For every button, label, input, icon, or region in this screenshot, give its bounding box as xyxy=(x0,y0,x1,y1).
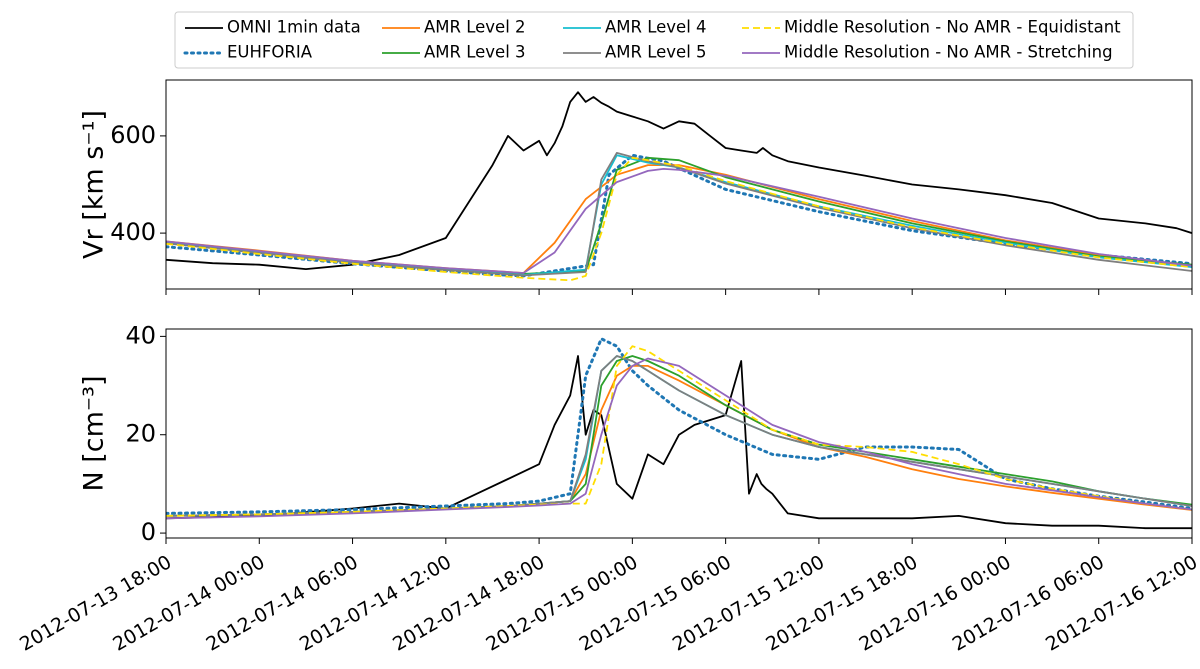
legend-label: Middle Resolution - No AMR - Stretching xyxy=(784,43,1113,62)
x-tick-label: 2012-07-14 18:00 xyxy=(389,551,548,656)
legend-label: OMNI 1min data xyxy=(227,18,361,37)
x-tick-label: 2012-07-14 00:00 xyxy=(109,551,268,656)
velocity-panel: 400 600 Vr [km s⁻¹] xyxy=(79,79,1193,295)
series-line-middle-resolution-no-amr-equidistant xyxy=(166,156,1192,282)
series-line-euhforia xyxy=(166,337,1192,515)
series-line-middle-resolution-no-amr-stretching xyxy=(166,357,1192,520)
legend-label: Middle Resolution - No AMR - Equidistant xyxy=(784,18,1121,37)
x-tick-label: 2012-07-15 06:00 xyxy=(576,551,735,656)
x-tick-label: 2012-07-16 12:00 xyxy=(1042,551,1200,656)
y-tick-label: 20 xyxy=(125,420,156,448)
y-tick-label: 0 xyxy=(141,518,156,546)
x-tick-label: 2012-07-15 18:00 xyxy=(762,551,921,656)
density-y-axis-label: N [cm⁻³] xyxy=(79,375,110,491)
x-tick-label: 2012-07-14 06:00 xyxy=(203,551,362,656)
legend: OMNI 1min data EUHFORIA AMR Level 2 AMR Lev… xyxy=(174,11,1134,69)
density-plot-frame xyxy=(165,328,1193,539)
y-tick-label: 40 xyxy=(125,321,156,349)
x-tick-label: 2012-07-13 18:00 xyxy=(16,551,175,656)
legend-label: AMR Level 5 xyxy=(605,43,707,62)
y-tick-label: 600 xyxy=(110,121,156,149)
legend-label: AMR Level 3 xyxy=(424,43,526,62)
x-tick-label: 2012-07-16 00:00 xyxy=(855,551,1014,656)
x-tick-label: 2012-07-16 06:00 xyxy=(949,551,1108,656)
x-tick-label: 2012-07-14 12:00 xyxy=(296,551,455,656)
series-line-omni-1min-data xyxy=(166,91,1192,271)
legend-label: EUHFORIA xyxy=(227,43,313,62)
series-line-omni-1min-data xyxy=(166,355,1192,530)
series-line-amr-level-2 xyxy=(166,364,1192,517)
x-tick-label: 2012-07-15 00:00 xyxy=(482,551,641,656)
series-line-middle-resolution-no-amr-equidistant xyxy=(166,345,1192,517)
velocity-y-axis-label: Vr [km s⁻¹] xyxy=(79,110,110,259)
series-line-middle-resolution-no-amr-stretching xyxy=(166,167,1192,274)
velocity-plot-frame xyxy=(165,79,1193,290)
legend-label: AMR Level 2 xyxy=(424,18,526,37)
y-tick-label: 400 xyxy=(110,218,156,246)
x-tick-label: 2012-07-15 12:00 xyxy=(669,551,828,656)
legend-label: AMR Level 4 xyxy=(605,18,707,37)
legend-frame xyxy=(174,11,1134,69)
